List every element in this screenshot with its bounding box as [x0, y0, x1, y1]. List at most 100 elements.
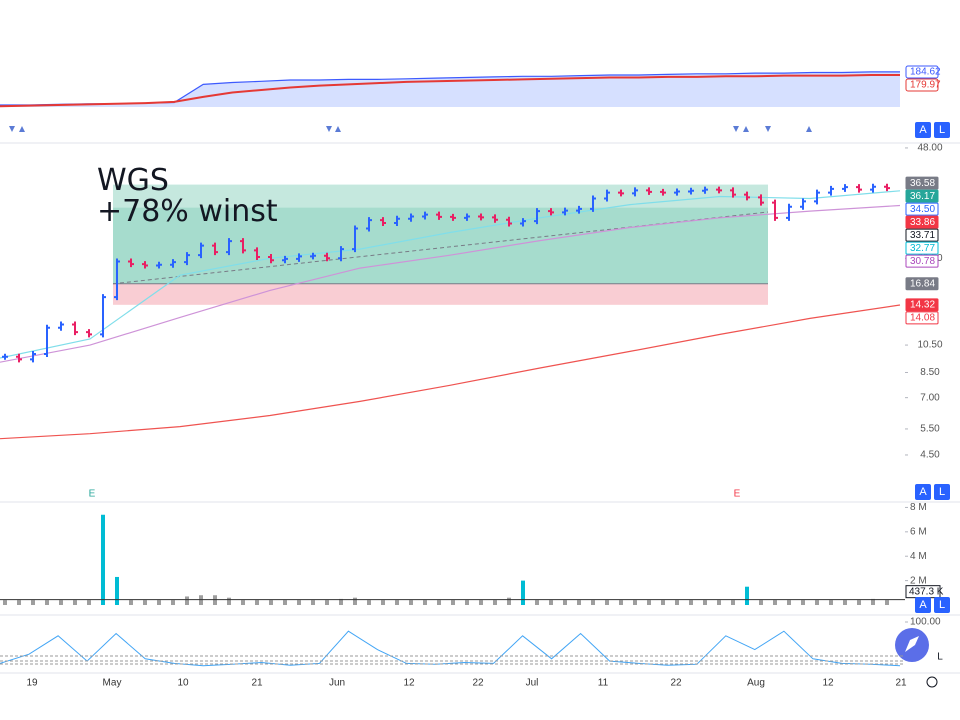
scale-button-label: L	[939, 124, 945, 136]
volume-bar	[521, 580, 525, 605]
ohlc-bar	[716, 186, 722, 194]
price-tag-label: 184.62	[910, 67, 941, 78]
price-tag	[905, 215, 939, 229]
volume-bar	[87, 600, 91, 605]
scale-button[interactable]	[934, 122, 950, 138]
y-tick-label: 4.50	[920, 450, 940, 461]
price-tag	[905, 298, 939, 312]
scale-button[interactable]	[915, 484, 931, 500]
volume-bar	[59, 600, 63, 605]
ohlc-bar	[576, 205, 582, 214]
ohlc-bar	[128, 258, 134, 268]
ohlc-bar	[506, 216, 512, 227]
ohlc-bar	[226, 238, 232, 256]
ohlc-bar	[562, 207, 568, 216]
ohlc-bar	[198, 242, 204, 259]
volume-bar	[283, 600, 287, 605]
ohlc-bar	[44, 324, 50, 358]
volume-bar	[549, 600, 553, 605]
area	[0, 71, 900, 107]
ohlc-bar	[828, 185, 834, 196]
volume-bar	[689, 600, 693, 605]
price-tag-label: 14.32	[910, 299, 935, 310]
scale-button-label: A	[919, 599, 927, 611]
ohlc-bar	[870, 183, 876, 193]
ohlc-bar	[800, 198, 806, 210]
ohlc-bar	[86, 329, 92, 338]
volume-bar	[297, 600, 301, 605]
scale-button[interactable]	[915, 122, 931, 138]
ohlc-bar	[688, 187, 694, 195]
volume-bar	[577, 600, 581, 605]
scale-button-label: L	[939, 599, 945, 611]
ohlc-bar	[884, 183, 890, 192]
volume-bar	[563, 600, 567, 605]
layout	[0, 126, 960, 688]
price-tag	[905, 65, 939, 79]
volume-bar	[507, 597, 511, 605]
x-tick-label: 22	[472, 678, 484, 689]
volume-bar	[717, 600, 721, 605]
volume-bar	[381, 600, 385, 605]
ohlc-bar	[856, 184, 862, 193]
volume-bar	[829, 600, 833, 605]
volume-bar	[101, 514, 105, 605]
oscillator-line	[0, 630, 901, 667]
scale-button[interactable]	[934, 484, 950, 500]
volume-bar	[269, 600, 273, 605]
volume-bar	[17, 600, 21, 605]
volume-bar	[409, 600, 413, 605]
ohlc-bar	[394, 215, 400, 227]
y-tick-label: 6 M	[910, 526, 927, 537]
x-tick-label: 21	[251, 678, 263, 689]
y-tick-label: 5.50	[920, 424, 940, 435]
ohlc-bar	[772, 199, 778, 221]
y-tick-label: 48.00	[917, 143, 942, 154]
volume-bar	[787, 600, 791, 605]
ohlc-bar	[842, 184, 848, 192]
x-tick-label: 21	[895, 678, 907, 689]
oscillator-tag: 100.00	[910, 617, 941, 628]
price-tag-label: 14.08	[910, 312, 935, 323]
volume-bar	[619, 600, 623, 605]
volume-bar	[591, 600, 595, 605]
ohlc-bar	[786, 203, 792, 221]
subtitle: +78% winst	[97, 194, 278, 229]
x-tick-label: Aug	[747, 678, 765, 689]
settings-icon[interactable]	[926, 676, 938, 688]
price-tag-label: 33.71	[910, 230, 935, 241]
ohlc-bar	[156, 261, 162, 269]
y-tick-label: 2 M	[910, 575, 927, 586]
ohlc-bar	[16, 353, 22, 363]
price-tag	[905, 254, 939, 268]
scale-button[interactable]	[915, 597, 931, 613]
ohlc-bar	[548, 208, 554, 216]
x-tick-label: Jul	[526, 678, 539, 689]
ohlc-bar	[184, 252, 190, 266]
price-pane	[0, 183, 901, 440]
ohlc-bar	[58, 321, 64, 331]
ohlc-bar	[380, 217, 386, 227]
price-tag	[905, 277, 939, 291]
volume-bar	[143, 600, 147, 605]
ohlc-bar	[674, 188, 680, 196]
volume-bar	[325, 600, 329, 605]
price-tag-label: 30.78	[910, 256, 935, 267]
ohlc-bar	[478, 213, 484, 221]
volume-bar	[633, 600, 637, 605]
ohlc-bar	[604, 189, 610, 202]
volume-bar	[703, 600, 707, 605]
profit-band	[113, 184, 768, 208]
ohlc-bar	[142, 261, 148, 269]
x-tick-label: 22	[670, 678, 682, 689]
volume-bar	[843, 600, 847, 605]
earnings-marker: E	[89, 489, 96, 500]
price-tag-label: 32.77	[910, 243, 935, 254]
x-tick-label: Jun	[329, 678, 345, 689]
x-tick-label: 10	[177, 678, 189, 689]
ohlc-bar	[114, 258, 120, 301]
volume-bar	[493, 600, 497, 605]
scale-button[interactable]	[934, 597, 950, 613]
